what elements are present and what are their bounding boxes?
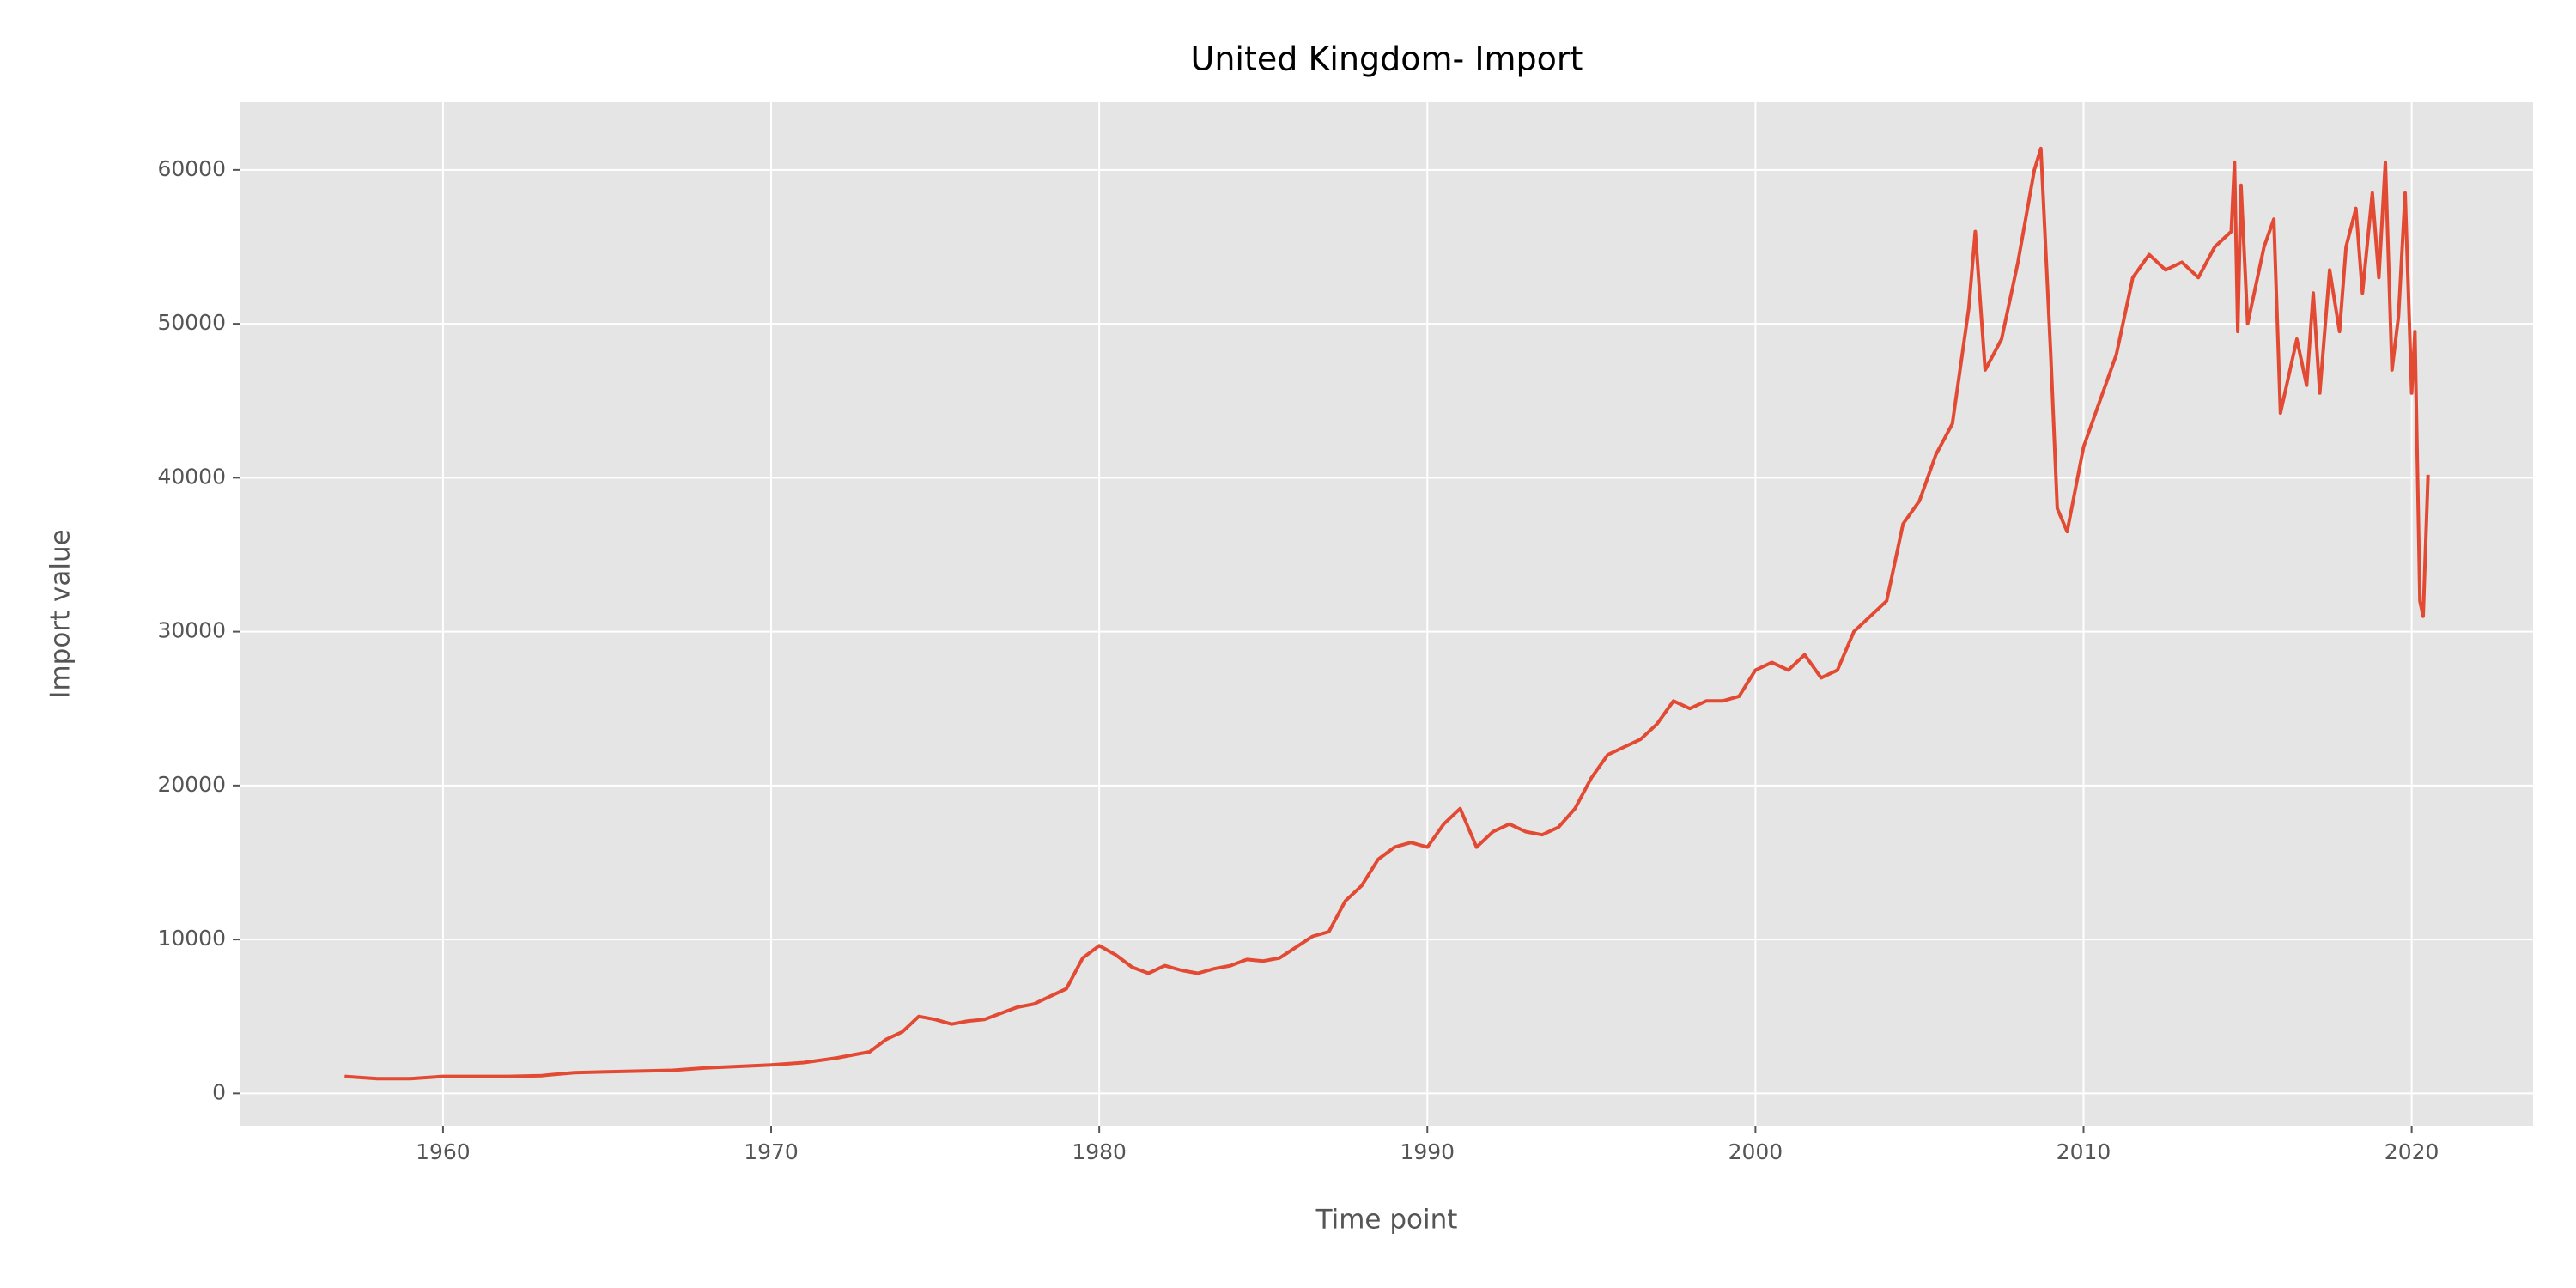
y-tick-label: 20000 [157,772,226,797]
x-tick-label: 1970 [744,1139,799,1164]
x-tick-label: 1990 [1400,1139,1455,1164]
x-tick-label: 2010 [2057,1139,2111,1164]
x-tick-label: 2020 [2385,1139,2439,1164]
x-tick-label: 1980 [1072,1139,1127,1164]
y-tick-label: 50000 [157,310,226,335]
y-tick-label: 0 [212,1079,226,1104]
x-tick-label: 2000 [1728,1139,1783,1164]
plot-area [240,102,2533,1126]
y-tick-label: 60000 [157,156,226,181]
x-axis-label: Time point [1315,1205,1458,1236]
x-tick-label: 1960 [416,1139,471,1164]
line-series [344,146,2430,1081]
y-axis-label: Import value [46,529,76,698]
y-tick-label: 30000 [157,618,226,643]
y-tick-label: 10000 [157,926,226,951]
chart-title: United Kingdom- Import [1191,40,1583,78]
y-tick-label: 40000 [157,464,226,489]
